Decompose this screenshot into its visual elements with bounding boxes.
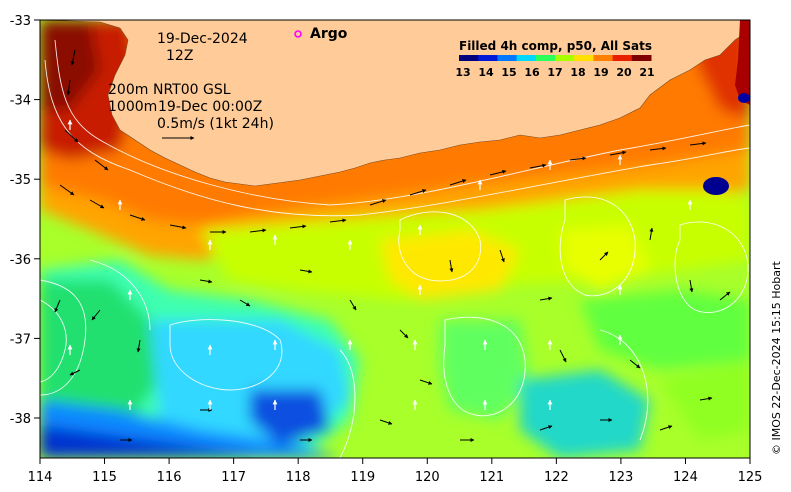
x-tick-label: 119 [350,470,375,485]
colorbar-swatch [497,55,518,61]
y-tick-label: -36 [10,253,31,268]
colorbar-swatch [612,55,633,61]
colorbar-tick-label: 18 [570,66,585,79]
x-tick-label: 120 [415,470,440,485]
y-tick-label: -34 [10,94,31,109]
colorbar-swatch [478,55,498,61]
colorbar-tick-label: 14 [478,66,494,79]
x-tick-label: 121 [479,470,504,485]
x-tick-label: 115 [92,470,117,485]
map-time: 12Z [166,48,193,64]
colorbar-swatch [574,55,594,61]
contour-label-200m: 200m [108,82,148,98]
x-axis: 114 115 116 117 118 119 120 121 122 123 124 125 [28,458,763,485]
cold-spot [703,177,729,195]
y-tick-label: -35 [10,173,31,188]
plot-frame [39,19,751,459]
cold-edge-spot [738,93,750,103]
x-tick-label: 125 [738,470,763,485]
argo-label: Argo [310,26,348,42]
current-vectors [54,49,731,442]
scale-vector-label: 0.5m/s (1kt 24h) [157,116,274,132]
credit-text: © IMOS 22-Dec-2024 15:15 Hobart [770,260,783,455]
altimetry-product: NRT00 GSL [153,82,231,98]
colorbar-swatch [555,55,575,61]
colorbar-title: Filled 4h comp, p50, All Sats [459,39,652,53]
colorbar-tick-label: 21 [639,66,654,79]
colorbar-tick-label: 20 [616,66,632,79]
x-tick-label: 117 [221,470,246,485]
x-tick-label: 118 [286,470,311,485]
contour-label-1000m: 1000m [108,99,157,115]
plot-area [40,20,750,458]
colorbar-tick-label: 15 [501,66,516,79]
warm-edge [735,20,750,105]
argo-marker [294,30,302,38]
x-tick-label: 122 [544,470,569,485]
x-tick-label: 116 [157,470,182,485]
colorbar-swatch [459,55,479,61]
colorbar: Filled 4h comp, p50, All Sats 13 14 15 16 17… [455,39,654,79]
y-tick-label: -38 [10,412,31,427]
colorbar-tick-label: 16 [524,66,540,79]
y-axis: -33 -34 -35 -36 -37 -38 [10,14,40,427]
x-tick-label: 123 [608,470,633,485]
y-tick-label: -33 [10,14,31,29]
colorbar-tick-label: 19 [593,66,608,79]
colorbar-ticks: 13 14 15 16 17 18 19 20 21 [455,66,654,79]
altimetry-time: 19-Dec 00:00Z [158,99,262,115]
colorbar-swatch [535,55,556,61]
x-tick-label: 124 [673,470,698,485]
colorbar-tick-label: 13 [455,66,470,79]
colorbar-tick-label: 17 [547,66,562,79]
land-australia [40,20,750,187]
colorbar-swatches [459,55,652,61]
colorbar-swatch [516,55,537,61]
map-date: 19-Dec-2024 [157,31,248,47]
x-tick-label: 114 [28,470,53,485]
y-tick-label: -37 [10,332,31,347]
colorbar-swatch [631,55,652,61]
current-vectors-white [67,119,693,410]
contours [40,39,750,458]
colorbar-swatch [593,55,614,61]
